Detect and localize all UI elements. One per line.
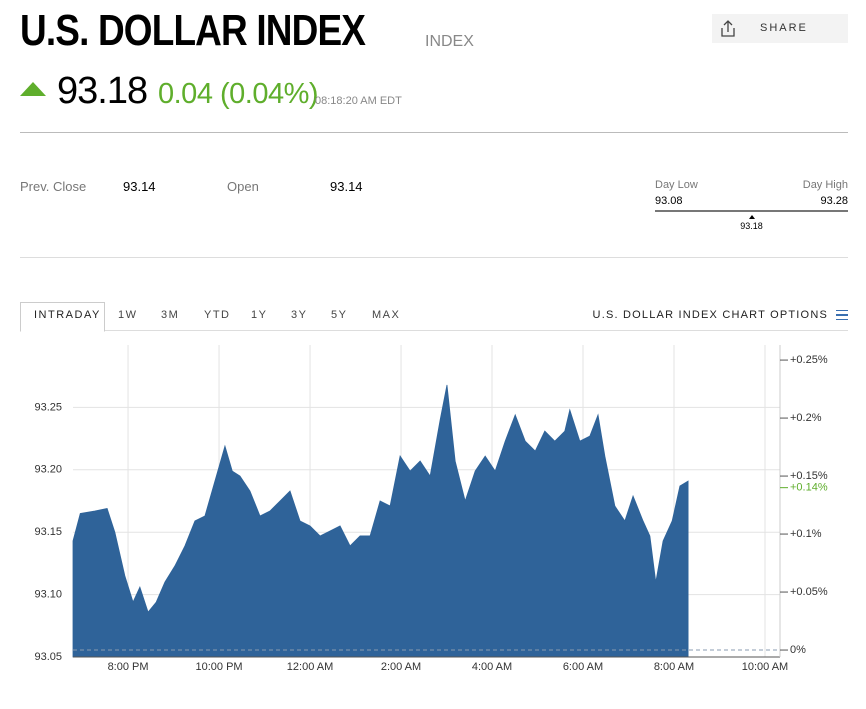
y2-tick-label: 0%: [790, 644, 806, 656]
x-tick-label: 10:00 PM: [195, 661, 242, 673]
tab[interactable]: 1W: [118, 309, 138, 321]
x-tick-label: 6:00 AM: [563, 661, 603, 673]
y2-marker-label: +0.14%: [790, 482, 828, 494]
y2-tick-label: +0.1%: [790, 528, 822, 540]
x-tick-label: 2:00 AM: [381, 661, 421, 673]
y-tick-label: 93.25: [34, 401, 62, 413]
range-marker: [748, 215, 755, 219]
y2-tick-label: +0.2%: [790, 412, 822, 424]
prev-close-label: Prev. Close: [20, 179, 87, 194]
title: U.S. DOLLAR INDEX: [20, 6, 366, 55]
share-button[interactable]: SHARE: [712, 14, 848, 43]
y-tick-label: 93.05: [34, 651, 62, 663]
divider: [20, 132, 848, 133]
share-label: SHARE: [760, 22, 808, 34]
y2-tick-label: +0.15%: [790, 470, 828, 482]
area: [72, 384, 689, 658]
y2-tick-label: +0.25%: [790, 354, 828, 366]
change: 0.04 (0.04%): [158, 78, 319, 110]
chart-options[interactable]: U.S. DOLLAR INDEX CHART OPTIONS: [592, 309, 828, 321]
up-arrow: [20, 82, 46, 96]
y-tick-label: 93.15: [34, 526, 62, 538]
day-low: 93.08: [655, 195, 683, 207]
time: 08:18:20 AM EDT: [315, 95, 402, 107]
share-icon: [721, 20, 735, 37]
tab[interactable]: INTRADAY: [34, 309, 101, 321]
tab[interactable]: MAX: [372, 309, 401, 321]
x-tick-label: 8:00 PM: [108, 661, 149, 673]
price: 93.18: [57, 70, 148, 112]
open-label: Open: [227, 179, 259, 194]
tab-line: [20, 330, 848, 331]
range-bar: [655, 210, 848, 212]
day-low-label: Day Low: [655, 179, 698, 191]
open: 93.14: [330, 179, 363, 194]
range-current: 93.18: [740, 221, 763, 231]
x-tick-label: 10:00 AM: [742, 661, 788, 673]
x-tick-label: 8:00 AM: [654, 661, 694, 673]
x-tick-label: 4:00 AM: [472, 661, 512, 673]
tab[interactable]: 3Y: [291, 309, 308, 321]
tab[interactable]: 5Y: [331, 309, 348, 321]
tab-active: [20, 302, 105, 332]
menu-icon: [836, 310, 848, 320]
divider: [20, 257, 848, 258]
tag: INDEX: [425, 33, 474, 50]
y-tick-label: 93.20: [34, 464, 62, 476]
x-tick-label: 12:00 AM: [287, 661, 333, 673]
tab[interactable]: YTD: [204, 309, 231, 321]
prev-close: 93.14: [123, 179, 156, 194]
tab[interactable]: 3M: [161, 309, 180, 321]
y2-tick-label: +0.05%: [790, 586, 828, 598]
day-high-label: Day High: [802, 179, 848, 191]
day-high: 93.28: [820, 195, 848, 207]
y-tick-label: 93.10: [34, 589, 62, 601]
tab[interactable]: 1Y: [251, 309, 268, 321]
